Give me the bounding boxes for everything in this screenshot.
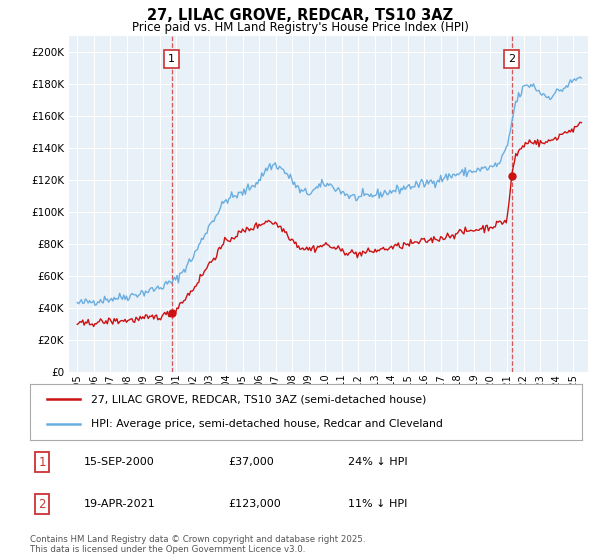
- Text: HPI: Average price, semi-detached house, Redcar and Cleveland: HPI: Average price, semi-detached house,…: [91, 419, 443, 429]
- Text: Contains HM Land Registry data © Crown copyright and database right 2025.
This d: Contains HM Land Registry data © Crown c…: [30, 535, 365, 554]
- Text: 2: 2: [508, 54, 515, 64]
- Text: £123,000: £123,000: [228, 499, 281, 509]
- Text: 24% ↓ HPI: 24% ↓ HPI: [348, 457, 407, 467]
- Text: 2: 2: [38, 497, 46, 511]
- Text: 27, LILAC GROVE, REDCAR, TS10 3AZ (semi-detached house): 27, LILAC GROVE, REDCAR, TS10 3AZ (semi-…: [91, 394, 426, 404]
- Text: 1: 1: [38, 455, 46, 469]
- Text: Price paid vs. HM Land Registry's House Price Index (HPI): Price paid vs. HM Land Registry's House …: [131, 21, 469, 34]
- Text: 19-APR-2021: 19-APR-2021: [84, 499, 156, 509]
- Text: 1: 1: [168, 54, 175, 64]
- Text: 27, LILAC GROVE, REDCAR, TS10 3AZ: 27, LILAC GROVE, REDCAR, TS10 3AZ: [147, 8, 453, 24]
- Text: 15-SEP-2000: 15-SEP-2000: [84, 457, 155, 467]
- Text: 11% ↓ HPI: 11% ↓ HPI: [348, 499, 407, 509]
- Text: £37,000: £37,000: [228, 457, 274, 467]
